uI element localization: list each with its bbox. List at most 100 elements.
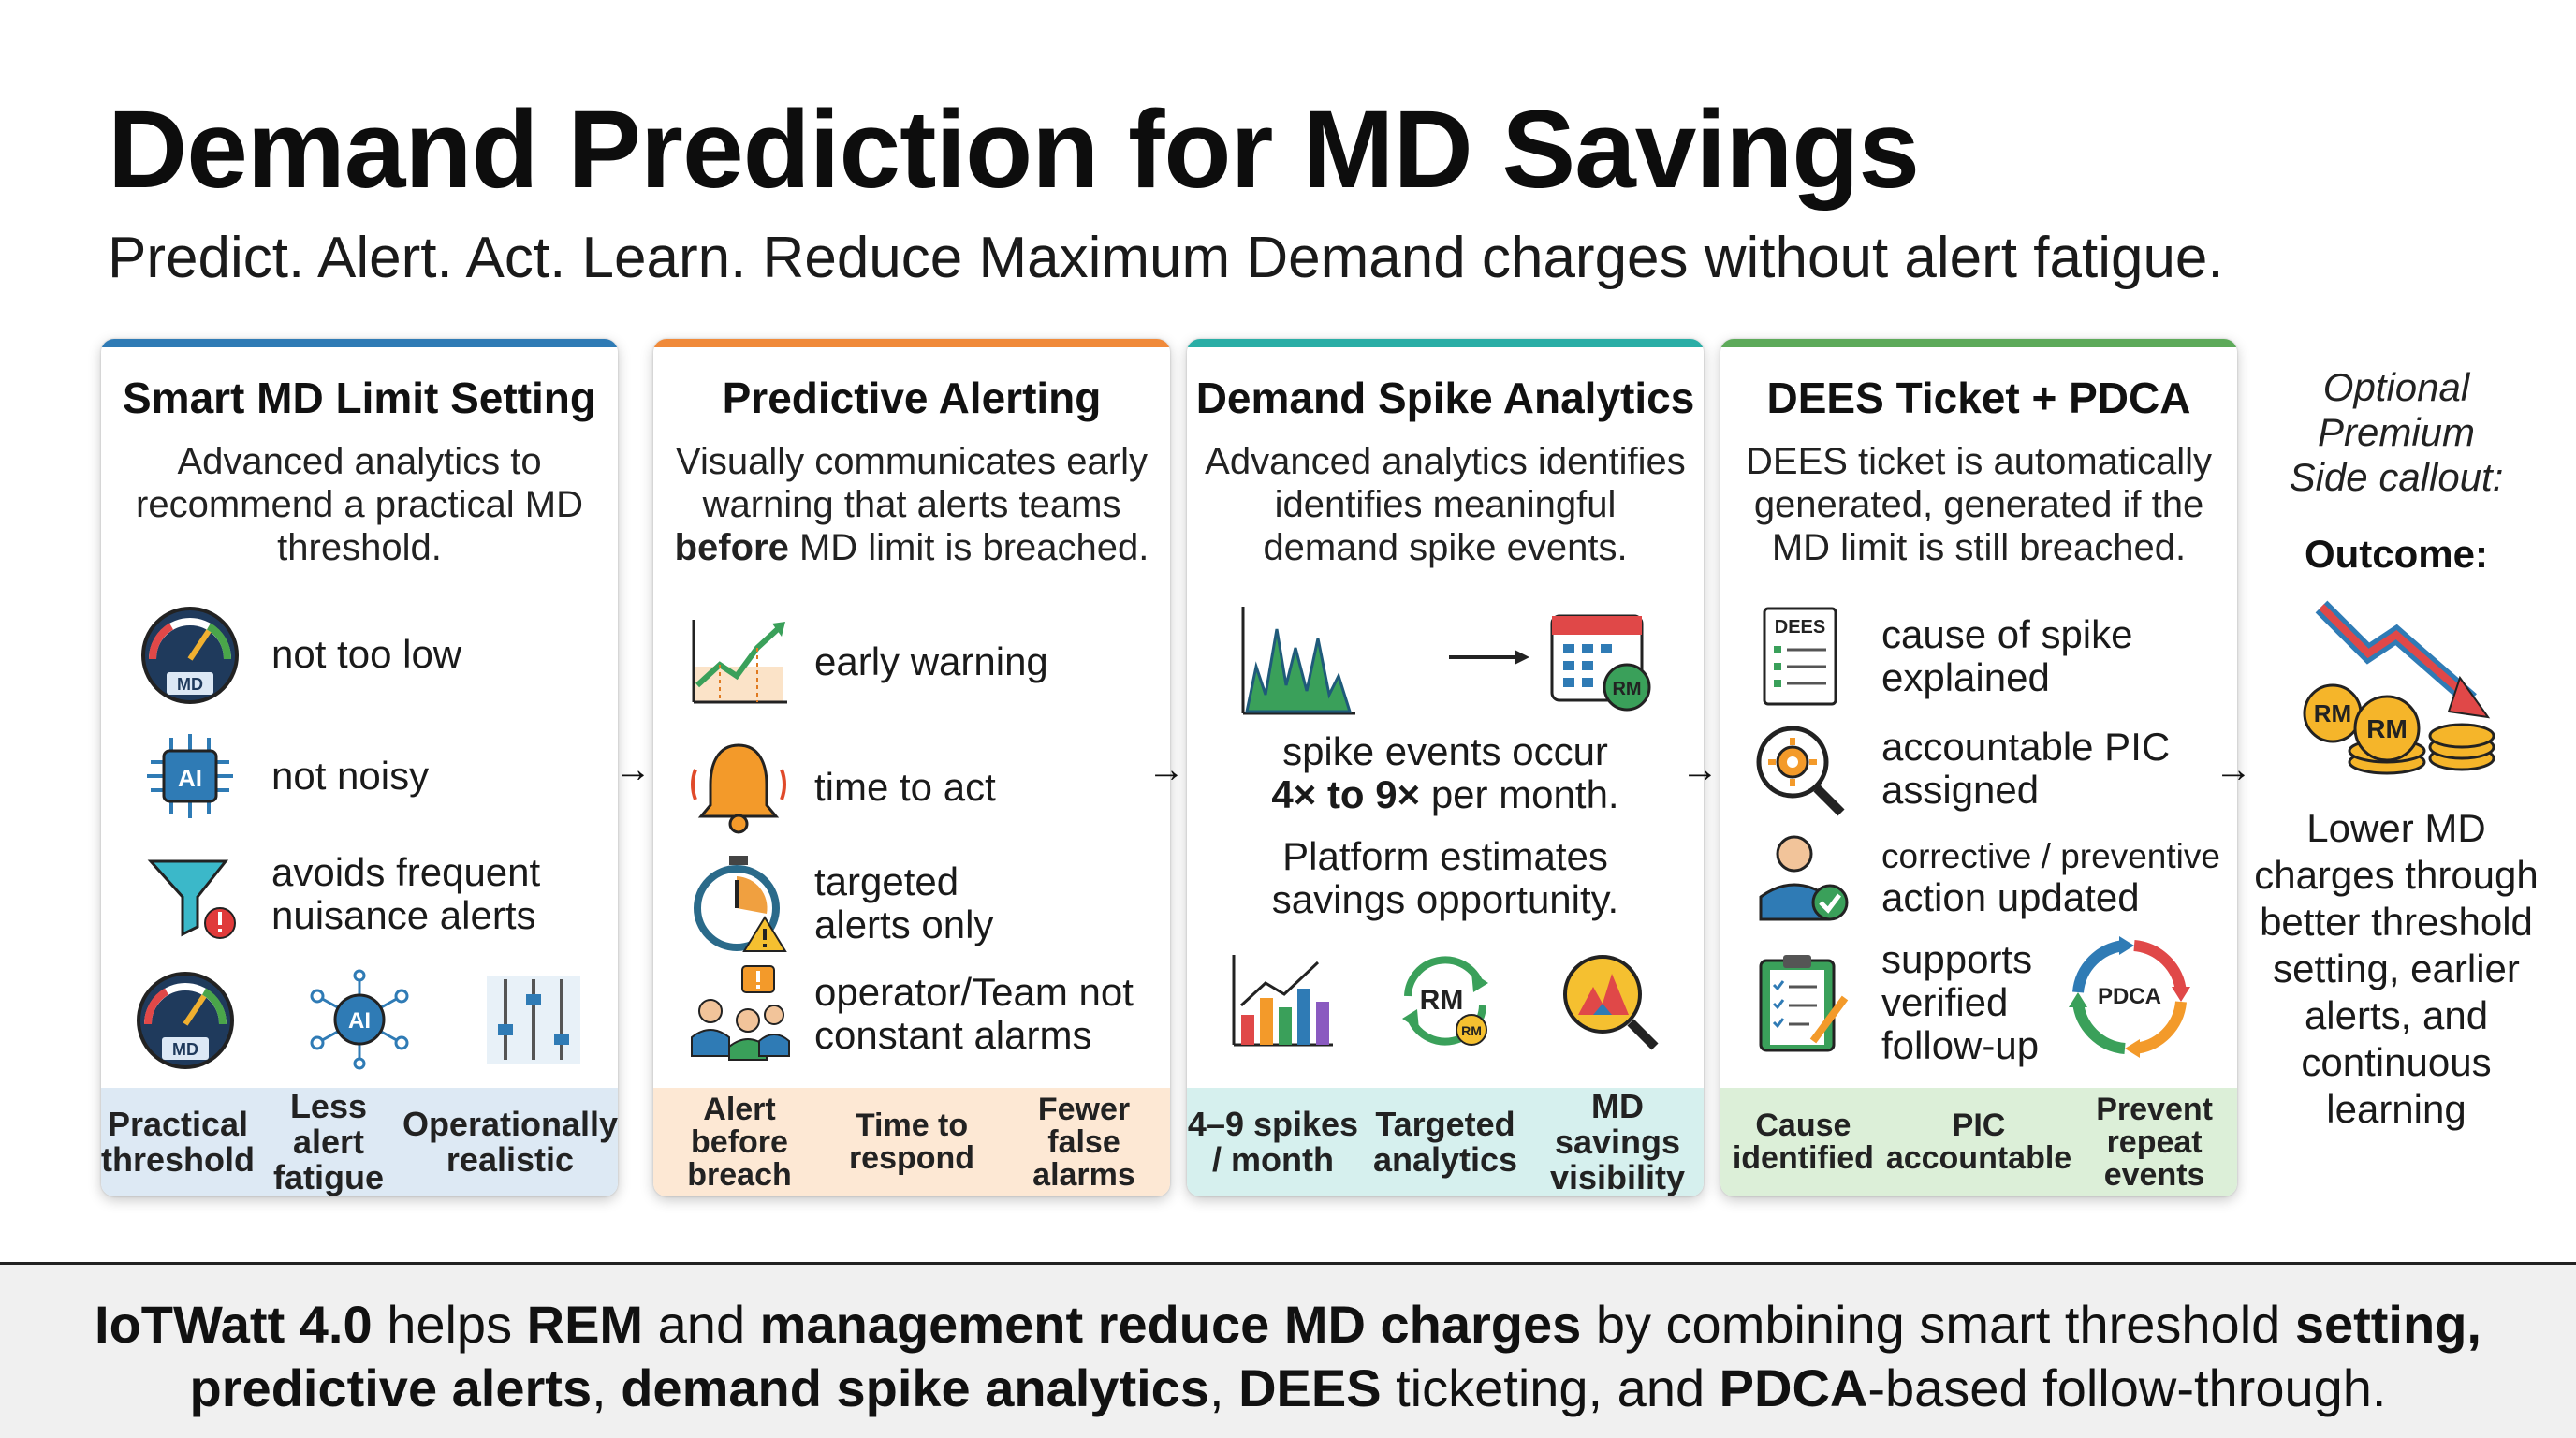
page-subtitle: Predict. Alert. Act. Learn. Reduce Maxim… [108,226,2224,290]
footer-item: Prevent repeat events [2096,1091,2213,1193]
card-smart-md-limit: Smart MD Limit Setting Advanced analytic… [101,339,618,1196]
footer-item: Alert before breach [687,1091,792,1193]
bottom-icon-row: MD AI [129,968,590,1076]
card-dees-ticket-pdca: DEES Ticket + PDCA DEES ticket is automa… [1720,339,2237,1196]
card-accent-bar [1187,339,1704,347]
bell-icon [678,736,799,839]
item-label: operator/Team not constant alarms [814,970,1134,1057]
item-label: corrective / preventive action updated [1881,837,2220,919]
card-title: Demand Spike Analytics [1195,374,1695,422]
coins-down-trend-icon: RM RM [2247,597,2546,775]
flow-arrow-icon: → [1148,749,1185,790]
gauge-icon: MD [129,603,251,706]
summary-banner: IoTWatt 4.0 helps REM and management red… [0,1262,2576,1438]
svg-text:AI: AI [178,764,202,792]
footer-item: Practical threshold [101,1105,256,1179]
svg-text:RM: RM [1461,1023,1482,1038]
optional-label: Optional Premium Side callout: [2289,365,2504,499]
magnifier-gear-icon [1739,717,1861,820]
item-label: not noisy [271,754,430,798]
flow-arrow-icon: → [1681,749,1719,790]
footer-item: Operationally realistic [402,1105,618,1179]
item-label: not too low [271,632,462,676]
bottom-icon-row: RM RM [1224,949,1666,1057]
clipboard-icon [1739,951,1861,1054]
svg-text:MD: MD [172,1040,198,1059]
ai-chip-icon: AI [129,725,251,828]
list-item: avoids frequent nuisance alerts [129,843,540,946]
card-footer: Practical threshold Less alert fatigue Ope… [101,1088,618,1196]
summary-text: IoTWatt 4.0 helps REM and management red… [95,1295,2481,1417]
footer-item: Time to respond [848,1108,975,1176]
card-accent-bar [101,339,618,347]
funnel-alert-icon [129,843,251,946]
item-label: accountable PIC assigned [1881,725,2171,812]
bar-chart-icon [1224,949,1337,1057]
card-description: Visually communicates early warning that … [674,441,1149,568]
list-item: AI not noisy [129,725,429,828]
arrow-right-icon [1449,650,1530,665]
svg-text:MD: MD [177,675,203,694]
spike-icon-row: RM [1234,601,1664,723]
list-item: early warning [678,610,1048,713]
footer-item: PIC accountable [1885,1108,2072,1176]
svg-text:RM: RM [1612,679,1641,699]
spike-chart-icon [1241,607,1355,715]
footer-item: 4–9 spikes / month [1187,1105,1359,1179]
ai-network-icon: AI [303,968,416,1076]
svg-text:DEES: DEES [1775,617,1825,638]
outcome-result-text: Lower MD charges through better threshold … [2254,806,2539,1131]
item-label: early warning [814,639,1048,683]
sliders-icon [477,968,590,1076]
item-label: avoids frequent nuisance alerts [271,850,541,937]
item-label: targeted alerts only [814,859,994,946]
magnifier-spike-icon [1554,949,1666,1057]
item-label: supports verified follow-up [1881,937,2040,1067]
card-demand-spike-analytics: Demand Spike Analytics Advanced analytic… [1187,339,1704,1196]
flow-arrow-icon: → [2215,749,2252,790]
list-item: operator/Team not constant alarms [678,962,1134,1065]
item-label: cause of spike explained [1881,612,2133,699]
calendar-rm-icon: RM [1550,614,1651,712]
card-description: Advanced analytics identifies identifies … [1205,441,1686,568]
list-item: supports verified follow-up [1739,938,2039,1067]
stopwatch-icon [678,852,799,955]
rm-cycle-icon: RM RM [1389,949,1501,1057]
card-title: Smart MD Limit Setting [122,374,597,422]
footer-item: Fewer false alarms [1032,1091,1135,1193]
pdca-cycle-icon: PDCA [2059,927,2200,1067]
spike-frequency-text: spike events occur 4× to 9× per month. [1271,729,1619,816]
document-icon: DEES [1739,605,1861,708]
list-item: DEES cause of spike explained [1739,605,2133,708]
card-title: DEES Ticket + PDCA [1766,374,2191,422]
person-check-icon [1739,826,1861,929]
side-callout: Optional Premium Side callout: Outcome: RM… [2247,365,2546,1131]
page-title: Demand Prediction for MD Savings [108,88,1920,212]
card-footer: Alert before breach Time to respond Fewer f… [653,1088,1170,1196]
list-item: MD not too low [129,603,461,706]
card-predictive-alerting: Predictive Alerting Visually communicate… [653,339,1170,1196]
item-label: time to act [814,765,996,809]
svg-text:AI: AI [348,1008,371,1034]
outcome-heading: Outcome: [2304,532,2488,576]
svg-text:RM: RM [2366,714,2408,743]
list-item: corrective / preventive action updated [1739,826,2220,929]
card-accent-bar [653,339,1170,347]
list-item: time to act [678,736,996,839]
list-item: targeted alerts only [678,852,993,955]
card-description: Advanced analytics to recommend a practic… [136,441,583,568]
trend-chart-icon [678,610,799,713]
flow-arrow-icon: → [614,749,651,790]
footer-item: Targeted analytics [1372,1105,1518,1179]
card-accent-bar [1720,339,2237,347]
svg-text:PDCA: PDCA [2098,984,2161,1009]
card-description: DEES ticket is automatically generated, g… [1746,441,2212,568]
platform-estimate-text: Platform estimates savings opportunity. [1271,834,1619,921]
footer-item: Cause identified [1732,1108,1874,1176]
card-footer: 4–9 spikes / month Targeted analytics MD s… [1187,1088,1704,1196]
card-title: Predictive Alerting [722,374,1102,422]
footer-item: Less alert fatigue [272,1087,384,1196]
gauge-icon: MD [129,968,242,1076]
footer-item: MD savings visibility [1549,1087,1686,1196]
svg-text:RM: RM [2314,699,2351,727]
